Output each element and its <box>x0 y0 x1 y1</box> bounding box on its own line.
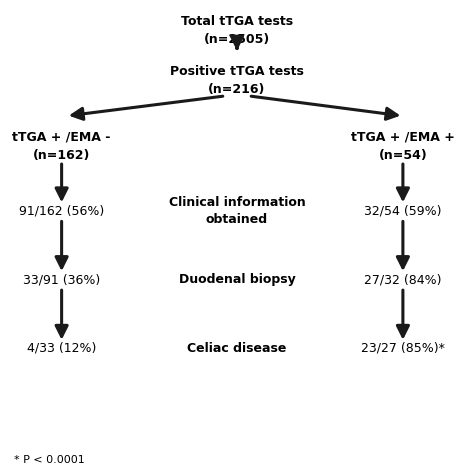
Text: Positive tTGA tests: Positive tTGA tests <box>170 64 304 78</box>
Text: Celiac disease: Celiac disease <box>187 342 287 355</box>
Text: 32/54 (59%): 32/54 (59%) <box>364 204 442 218</box>
Text: Duodenal biopsy: Duodenal biopsy <box>179 273 295 286</box>
Text: (n=54): (n=54) <box>379 149 427 162</box>
Text: 33/91 (36%): 33/91 (36%) <box>23 273 100 286</box>
Text: * P < 0.0001: * P < 0.0001 <box>14 455 85 465</box>
Text: Clinical information: Clinical information <box>169 196 305 209</box>
Text: (n=216): (n=216) <box>208 82 266 96</box>
Text: 27/32 (84%): 27/32 (84%) <box>364 273 442 286</box>
Text: Total tTGA tests: Total tTGA tests <box>181 15 293 28</box>
Text: (n=162): (n=162) <box>33 149 91 162</box>
Text: tTGA + /EMA +: tTGA + /EMA + <box>351 131 455 144</box>
Text: 4/33 (12%): 4/33 (12%) <box>27 342 96 355</box>
Text: obtained: obtained <box>206 213 268 226</box>
Text: (n=2505): (n=2505) <box>204 33 270 46</box>
Text: 91/162 (56%): 91/162 (56%) <box>19 204 104 218</box>
Text: 23/27 (85%)*: 23/27 (85%)* <box>361 342 445 355</box>
Text: tTGA + /EMA -: tTGA + /EMA - <box>12 131 111 144</box>
